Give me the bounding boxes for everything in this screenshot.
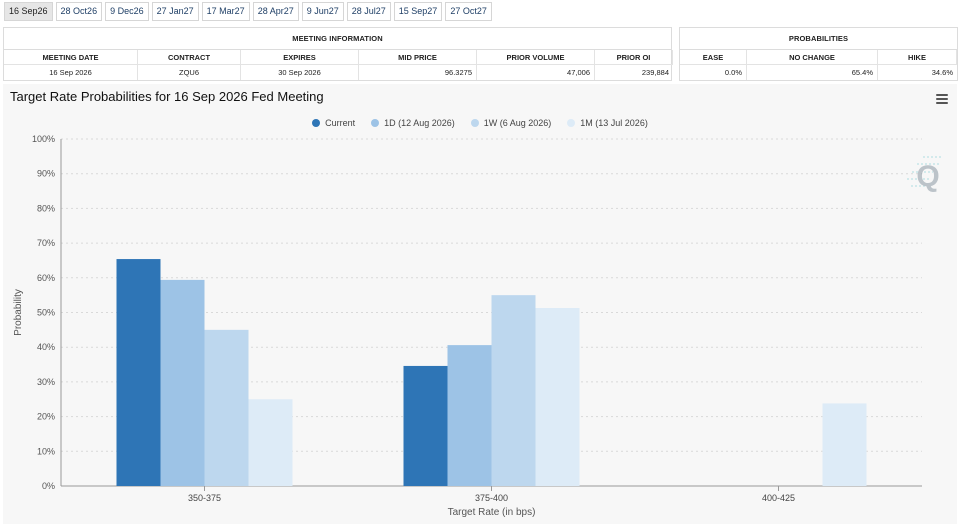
bar-chart: 0% 10% 20% 30% 40% 50% 60% 70% 80% 90% 100% 350-375…: [13, 134, 942, 518]
value-no-change: 65.4%: [747, 65, 878, 80]
probabilities-panel: PROBABILITIES EASE NO CHANGE HIKE 0.0% 6…: [679, 27, 958, 81]
x-tick-label: 375-400: [475, 493, 508, 503]
chart-title: Target Rate Probabilities for 16 Sep 202…: [10, 89, 324, 104]
header-prior-volume: PRIOR VOLUME: [477, 50, 595, 65]
value-mid-price: 96.3275: [359, 65, 477, 80]
y-tick-label: 90%: [37, 169, 55, 179]
header-contract: CONTRACT: [138, 50, 241, 65]
legend-item[interactable]: 1D (12 Aug 2026): [371, 118, 455, 128]
header-hike: HIKE: [878, 50, 957, 65]
header-prior-oi: PRIOR OI: [595, 50, 673, 65]
bar: [447, 345, 492, 486]
value-meeting-date: 16 Sep 2026: [4, 65, 138, 80]
tab-28-apr27[interactable]: 28 Apr27: [252, 2, 299, 21]
bar: [160, 279, 205, 486]
value-expires: 30 Sep 2026: [241, 65, 359, 80]
tab-16-sep26[interactable]: 16 Sep26: [4, 2, 53, 21]
bar: [491, 295, 536, 486]
bar: [535, 307, 580, 486]
tab-9-jun27[interactable]: 9 Jun27: [301, 2, 344, 21]
bar: [822, 403, 867, 486]
y-tick-label: 100%: [32, 134, 55, 144]
header-expires: EXPIRES: [241, 50, 359, 65]
legend-label: 1D (12 Aug 2026): [384, 118, 455, 128]
y-axis-title: Probability: [13, 289, 24, 336]
tab-9-dec26[interactable]: 9 Dec26: [105, 2, 149, 21]
y-tick-label: 0%: [42, 481, 55, 491]
y-tick-label: 40%: [37, 342, 55, 352]
x-tick-label: 400-425: [762, 493, 795, 503]
legend-dot-icon: [470, 119, 479, 127]
legend-item[interactable]: Current: [312, 118, 355, 128]
value-hike: 34.6%: [931, 68, 953, 77]
meeting-information-title: MEETING INFORMATION: [4, 28, 671, 50]
y-tick-label: 70%: [37, 238, 55, 248]
header-ease: EASE: [680, 50, 747, 65]
x-axis-title: Target Rate (in bps): [448, 507, 536, 518]
tab-28-jul27[interactable]: 28 Jul27: [346, 2, 391, 21]
y-tick-label: 30%: [37, 377, 55, 387]
hamburger-menu-icon[interactable]: [936, 94, 948, 104]
value-prior-volume: 47,006: [477, 65, 595, 80]
value-ease: 0.0%: [680, 65, 747, 80]
header-mid-price: MID PRICE: [359, 50, 477, 65]
value-prior-oi: 239,884: [641, 68, 669, 77]
bar: [204, 329, 249, 486]
legend-item[interactable]: 1W (6 Aug 2026): [470, 118, 552, 128]
q-logo-icon: Q: [907, 156, 942, 193]
legend-label: 1M (13 Jul 2026): [580, 118, 648, 128]
bar: [248, 399, 293, 486]
legend-dot-icon: [567, 119, 576, 127]
tab-27-oct27[interactable]: 27 Oct27: [445, 2, 492, 21]
header-meeting-date: MEETING DATE: [4, 50, 138, 65]
y-tick-label: 20%: [37, 412, 55, 422]
meeting-information-panel: MEETING INFORMATION MEETING DATE CONTRAC…: [3, 27, 673, 81]
chart-legend: Current 1D (12 Aug 2026) 1W (6 Aug 2026) 1M…: [3, 118, 957, 128]
chart-container: Target Rate Probabilities for 16 Sep 202…: [3, 84, 957, 524]
legend-item[interactable]: 1M (13 Jul 2026): [567, 118, 648, 128]
y-tick-label: 80%: [37, 203, 55, 213]
legend-dot-icon: [312, 119, 321, 127]
legend-dot-icon: [371, 119, 380, 127]
tab-28-oct26[interactable]: 28 Oct26: [55, 2, 103, 21]
value-contract: ZQU6: [138, 65, 241, 80]
y-tick-label: 50%: [37, 308, 55, 318]
header-no-change: NO CHANGE: [747, 50, 878, 65]
bar: [116, 259, 161, 486]
tab-27-jan27[interactable]: 27 Jan27: [151, 2, 199, 21]
tab-17-mar27[interactable]: 17 Mar27: [201, 2, 250, 21]
legend-label: Current: [325, 118, 356, 128]
probabilities-title: PROBABILITIES: [680, 28, 957, 50]
legend-label: 1W (6 Aug 2026): [483, 118, 552, 128]
bar: [403, 365, 448, 486]
y-tick-label: 10%: [37, 446, 55, 456]
y-tick-label: 60%: [37, 273, 55, 283]
tab-15-sep27[interactable]: 15 Sep27: [393, 2, 443, 21]
svg-text:Q: Q: [916, 160, 939, 193]
x-tick-label: 350-375: [188, 493, 221, 503]
meeting-date-tabs: 16 Sep26 28 Oct26 9 Dec26 27 Jan27 17 Mar27 2…: [4, 2, 492, 21]
